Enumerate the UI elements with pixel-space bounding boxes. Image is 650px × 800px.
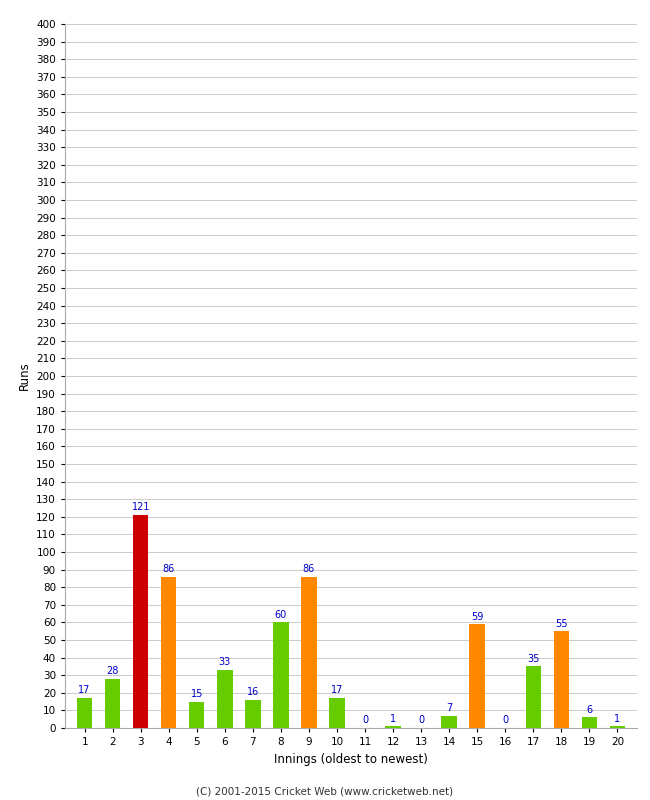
Bar	[189, 702, 205, 728]
Bar	[273, 622, 289, 728]
Text: 0: 0	[502, 715, 508, 726]
Y-axis label: Runs: Runs	[18, 362, 31, 390]
Text: 35: 35	[527, 654, 540, 664]
Text: 86: 86	[303, 564, 315, 574]
Bar	[161, 577, 176, 728]
Bar	[610, 726, 625, 728]
Text: 28: 28	[107, 666, 119, 676]
Bar	[217, 670, 233, 728]
Text: 0: 0	[362, 715, 368, 726]
Text: 60: 60	[275, 610, 287, 620]
Bar	[301, 577, 317, 728]
Text: 15: 15	[190, 689, 203, 699]
Bar	[245, 700, 261, 728]
Bar	[133, 515, 148, 728]
Text: 7: 7	[446, 703, 452, 713]
Text: 1: 1	[614, 714, 621, 724]
Text: 16: 16	[247, 687, 259, 698]
Text: 33: 33	[218, 658, 231, 667]
Text: 59: 59	[471, 611, 484, 622]
Bar	[77, 698, 92, 728]
Text: 17: 17	[79, 686, 91, 695]
Bar	[582, 718, 597, 728]
X-axis label: Innings (oldest to newest): Innings (oldest to newest)	[274, 753, 428, 766]
Text: 121: 121	[131, 502, 150, 513]
Bar	[385, 726, 401, 728]
Text: 6: 6	[586, 705, 592, 715]
Text: (C) 2001-2015 Cricket Web (www.cricketweb.net): (C) 2001-2015 Cricket Web (www.cricketwe…	[196, 786, 454, 796]
Bar	[105, 678, 120, 728]
Bar	[441, 716, 457, 728]
Text: 0: 0	[418, 715, 424, 726]
Bar	[330, 698, 344, 728]
Bar	[469, 624, 485, 728]
Bar	[526, 666, 541, 728]
Bar	[554, 631, 569, 728]
Text: 86: 86	[162, 564, 175, 574]
Text: 55: 55	[555, 618, 567, 629]
Text: 1: 1	[390, 714, 396, 724]
Text: 17: 17	[331, 686, 343, 695]
